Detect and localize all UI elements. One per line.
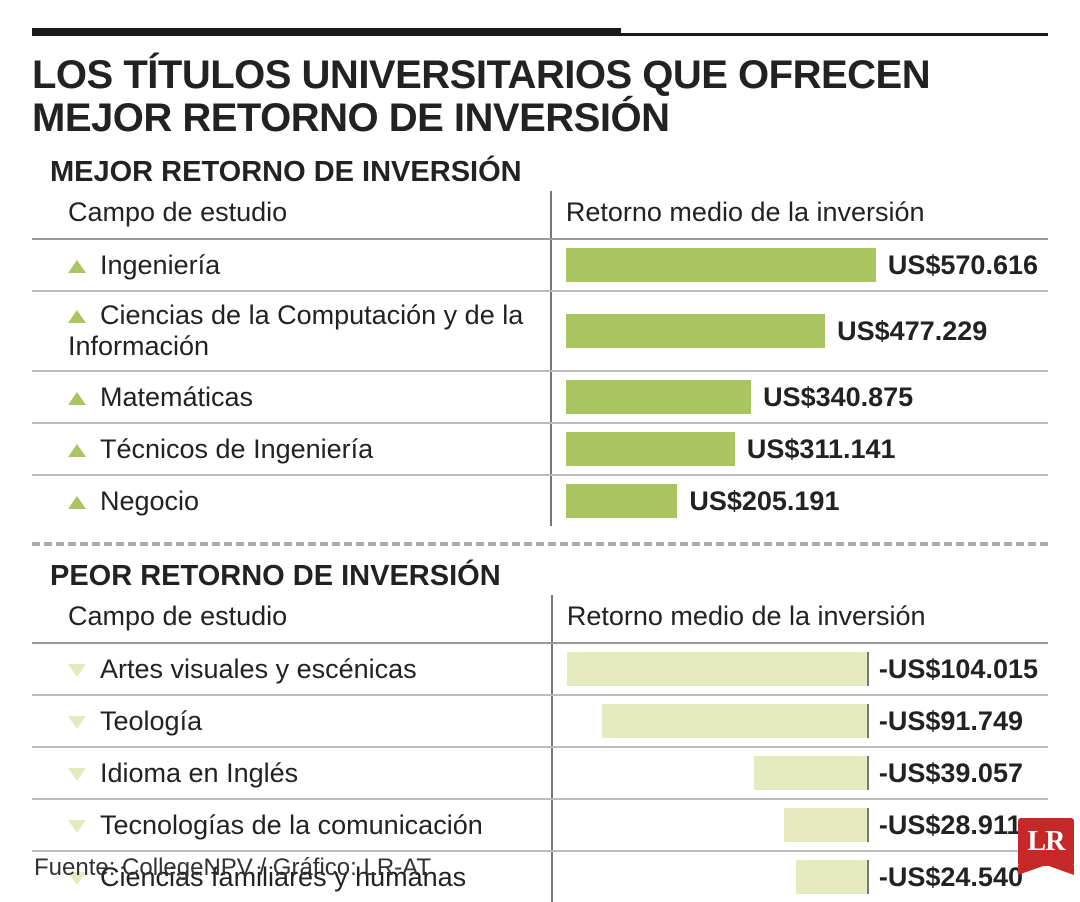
up-arrow-icon (68, 260, 86, 273)
section-best: MEJOR RETORNO DE INVERSIÓN Campo de estu… (32, 156, 1048, 526)
best-row-label-cell: Técnicos de Ingeniería (32, 423, 551, 475)
best-bar (566, 380, 751, 414)
best-row-bar-cell: US$477.229 (551, 291, 1048, 371)
worst-row: Idioma en Inglés -US$39.057 (32, 747, 1048, 799)
worst-row-label: Idioma en Inglés (100, 758, 298, 788)
down-arrow-icon (68, 664, 86, 677)
best-row-label: Matemáticas (100, 382, 253, 412)
worst-row-value: -US$39.057 (879, 758, 1023, 789)
down-arrow-icon (68, 716, 86, 729)
worst-bar (796, 860, 867, 894)
worst-bar (754, 756, 867, 790)
up-arrow-icon (68, 392, 86, 405)
col-header-value-worst: Retorno medio de la inversión (552, 595, 1048, 643)
worst-row-label: Tecnologías de la comunicación (100, 810, 483, 840)
worst-bar (567, 652, 867, 686)
up-arrow-icon (68, 310, 86, 323)
worst-row-label-cell: Tecnologías de la comunicación (32, 799, 552, 851)
main-title: LOS TÍTULOS UNIVERSITARIOS QUE OFRECEN M… (32, 54, 1048, 140)
section-worst-title: PEOR RETORNO DE INVERSIÓN (50, 560, 1048, 593)
best-row-label-cell: Negocio (32, 475, 551, 526)
best-row-value: US$205.191 (689, 486, 839, 517)
best-table: Campo de estudio Retorno medio de la inv… (32, 191, 1048, 526)
worst-row-bar-cell: -US$28.911 (552, 799, 1048, 851)
worst-row-value: -US$91.749 (879, 706, 1023, 737)
title-line-2: MEJOR RETORNO DE INVERSIÓN (32, 96, 669, 140)
worst-row-bar-cell: -US$91.749 (552, 695, 1048, 747)
zero-axis (867, 652, 869, 686)
worst-bar (602, 704, 867, 738)
worst-row: Teología -US$91.749 (32, 695, 1048, 747)
best-row: Ingeniería US$570.616 (32, 239, 1048, 291)
title-line-1: LOS TÍTULOS UNIVERSITARIOS QUE OFRECEN (32, 53, 930, 97)
worst-row-label-cell: Idioma en Inglés (32, 747, 552, 799)
worst-row-value: -US$24.540 (879, 862, 1023, 893)
best-row-label-cell: Matemáticas (32, 371, 551, 423)
worst-row-bar-cell: -US$104.015 (552, 643, 1048, 695)
best-bar (566, 248, 876, 282)
worst-row-label-cell: Artes visuales y escénicas (32, 643, 552, 695)
best-row-value: US$340.875 (763, 382, 913, 413)
section-best-title: MEJOR RETORNO DE INVERSIÓN (50, 156, 1048, 189)
best-row: Técnicos de Ingeniería US$311.141 (32, 423, 1048, 475)
col-header-field: Campo de estudio (32, 191, 551, 239)
best-bar (566, 314, 825, 348)
top-rule (32, 28, 1048, 36)
worst-row-bar-cell: -US$39.057 (552, 747, 1048, 799)
best-bar (566, 432, 735, 466)
down-arrow-icon (68, 768, 86, 781)
zero-axis (867, 704, 869, 738)
worst-bar (784, 808, 867, 842)
worst-row-bar-cell: -US$24.540 (552, 851, 1048, 902)
best-row-bar-cell: US$205.191 (551, 475, 1048, 526)
best-row-bar-cell: US$311.141 (551, 423, 1048, 475)
best-row-label: Negocio (100, 486, 199, 516)
best-row-bar-cell: US$570.616 (551, 239, 1048, 291)
worst-row-value: -US$104.015 (879, 654, 1038, 685)
up-arrow-icon (68, 444, 86, 457)
publisher-logo: LR (1018, 818, 1074, 874)
section-worst: PEOR RETORNO DE INVERSIÓN Campo de estud… (32, 560, 1048, 902)
best-row-value: US$570.616 (888, 250, 1038, 281)
up-arrow-icon (68, 496, 86, 509)
best-row-label: Ciencias de la Computación y de la Infor… (68, 300, 523, 361)
worst-row-label: Teología (100, 706, 202, 736)
zero-axis (867, 860, 869, 894)
col-header-field-worst: Campo de estudio (32, 595, 552, 643)
section-divider (32, 542, 1048, 546)
best-row: Ciencias de la Computación y de la Infor… (32, 291, 1048, 371)
best-row-label-cell: Ciencias de la Computación y de la Infor… (32, 291, 551, 371)
best-bar (566, 484, 677, 518)
best-row-bar-cell: US$340.875 (551, 371, 1048, 423)
worst-row: Artes visuales y escénicas -US$104.015 (32, 643, 1048, 695)
source-line: Fuente: CollegeNPV / Gráfico: LR-AT (34, 854, 431, 882)
best-row-value: US$477.229 (837, 316, 987, 347)
best-row-label: Ingeniería (100, 250, 220, 280)
publisher-logo-text: LR (1018, 818, 1074, 866)
best-row-value: US$311.141 (747, 434, 896, 465)
best-row-label-cell: Ingeniería (32, 239, 551, 291)
best-row-label: Técnicos de Ingeniería (100, 434, 373, 464)
worst-row: Tecnologías de la comunicación -US$28.911 (32, 799, 1048, 851)
worst-row-label-cell: Teología (32, 695, 552, 747)
worst-row-label: Artes visuales y escénicas (100, 654, 417, 684)
col-header-value: Retorno medio de la inversión (551, 191, 1048, 239)
best-header-row: Campo de estudio Retorno medio de la inv… (32, 191, 1048, 239)
best-row: Negocio US$205.191 (32, 475, 1048, 526)
zero-axis (867, 808, 869, 842)
down-arrow-icon (68, 820, 86, 833)
worst-row-value: -US$28.911 (879, 810, 1022, 841)
best-row: Matemáticas US$340.875 (32, 371, 1048, 423)
worst-header-row: Campo de estudio Retorno medio de la inv… (32, 595, 1048, 643)
zero-axis (867, 756, 869, 790)
